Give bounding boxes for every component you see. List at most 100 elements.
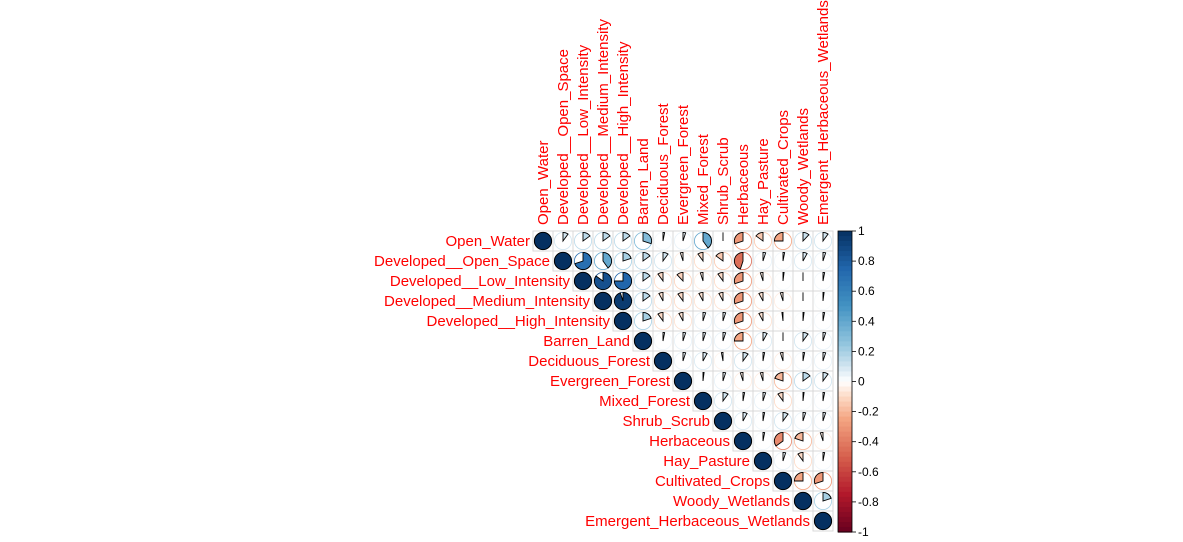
pie-mark [802, 351, 806, 362]
column-label: Mixed_Forest [695, 133, 712, 225]
pie-mark [657, 311, 664, 323]
pie-mark [802, 331, 809, 343]
colorbar-segment [838, 396, 852, 403]
pie-mark [739, 371, 744, 382]
pie-mark [813, 511, 833, 531]
colorbar-segment [838, 436, 852, 443]
colorbar-tick-label: -0.4 [858, 435, 879, 449]
pie-mark [593, 271, 612, 291]
pie-mark [779, 351, 784, 362]
correlation-glyphs [533, 231, 833, 531]
colorbar-segment [838, 286, 852, 292]
pie-mark [533, 231, 553, 251]
colorbar-segment [838, 251, 852, 257]
pie-mark [734, 251, 744, 270]
pie-mark [794, 431, 804, 442]
column-labels: Open_Water Developed__Open_Space Developed… [535, 0, 832, 225]
pie-mark [759, 371, 764, 382]
pie-mark [822, 311, 826, 322]
pie-mark [779, 291, 784, 302]
pie-mark [553, 251, 573, 271]
pie-mark [699, 271, 704, 282]
colorbar-segment [838, 246, 852, 252]
row-labels: Open_Water Developed__Open_Space Developed… [374, 233, 810, 530]
colorbar-segment [838, 321, 852, 327]
row-label: Shrub_Scrub [622, 413, 710, 430]
pie-mark [662, 331, 666, 342]
pie-mark [773, 431, 784, 447]
pie-mark [697, 251, 704, 263]
pie-mark [702, 311, 707, 322]
pie-mark [802, 371, 811, 382]
colorbar-segment [838, 471, 852, 478]
pie-mark [682, 351, 687, 362]
colorbar-segment [838, 276, 852, 282]
colorbar-segment [838, 366, 852, 373]
column-label: Herbaceous [735, 144, 752, 225]
colorbar-segment [838, 501, 852, 508]
colorbar-tick-label: -0.8 [858, 495, 879, 509]
colorbar-segment [838, 371, 852, 378]
pie-mark [722, 371, 727, 382]
colorbar-tick-label: 0.8 [858, 254, 875, 268]
pie-mark [582, 231, 591, 242]
pie-mark [777, 391, 784, 403]
colorbar-tick-label: 0.6 [858, 284, 875, 298]
pie-mark [819, 431, 824, 442]
pie-mark [722, 391, 729, 403]
pie-mark [642, 271, 651, 282]
colorbar-segment [838, 361, 852, 368]
grid-cell [812, 510, 834, 532]
colorbar-segment [838, 521, 852, 528]
colorbar-tick-label: 0.4 [858, 314, 875, 328]
pie-mark [662, 251, 669, 263]
pie-mark [642, 291, 651, 302]
colorbar-segment [838, 456, 852, 463]
row-label: Cultivated_Crops [655, 473, 770, 490]
colorbar-segment [838, 526, 852, 533]
column-label: Open_Water [535, 141, 552, 226]
pie-mark [653, 351, 673, 371]
colorbar-tick-label: -0.2 [858, 405, 879, 419]
pie-mark [573, 271, 593, 291]
pie-mark [742, 411, 748, 422]
colorbar-segment [838, 316, 852, 322]
column-label: Developed__High_Intensity [615, 41, 632, 225]
pie-mark [733, 331, 744, 342]
colorbar-segment [838, 491, 852, 498]
pie-mark [773, 471, 793, 491]
pie-mark [759, 271, 764, 282]
colorbar-segment [838, 331, 852, 337]
pie-mark [676, 271, 684, 283]
row-label: Developed__Medium_Intensity [384, 293, 590, 310]
pie-mark [781, 311, 784, 322]
pie-mark [758, 311, 764, 322]
column-label: Barren_Land [635, 138, 652, 225]
colorbar-segment [838, 261, 852, 267]
row-label: Open_Water [446, 233, 531, 250]
colorbar-segment [838, 326, 852, 332]
pie-mark [613, 271, 633, 291]
row-label: Emergent_Herbaceous_Wetlands [585, 513, 810, 530]
pie-mark [822, 451, 826, 462]
colorbar-segment [838, 236, 852, 242]
pie-mark [822, 411, 827, 422]
pie-mark [822, 491, 832, 502]
pie-mark [642, 231, 653, 245]
pie-mark [822, 251, 827, 262]
pie-mark [613, 291, 633, 310]
colorbar-segment [838, 401, 852, 408]
column-label: Developed__Open_Space [555, 49, 572, 225]
pie-mark [733, 271, 744, 285]
colorbar-segment [838, 376, 852, 383]
pie-mark [722, 311, 727, 322]
colorbar-segment [838, 231, 852, 237]
pie-mark [574, 251, 593, 270]
pie-mark [622, 251, 632, 262]
colorbar-segment [838, 511, 852, 518]
colorbar-segment [838, 431, 852, 438]
pie-mark [642, 311, 652, 322]
pie-mark [782, 451, 787, 462]
row-label: Developed__Open_Space [374, 253, 550, 270]
pie-mark [715, 251, 724, 262]
